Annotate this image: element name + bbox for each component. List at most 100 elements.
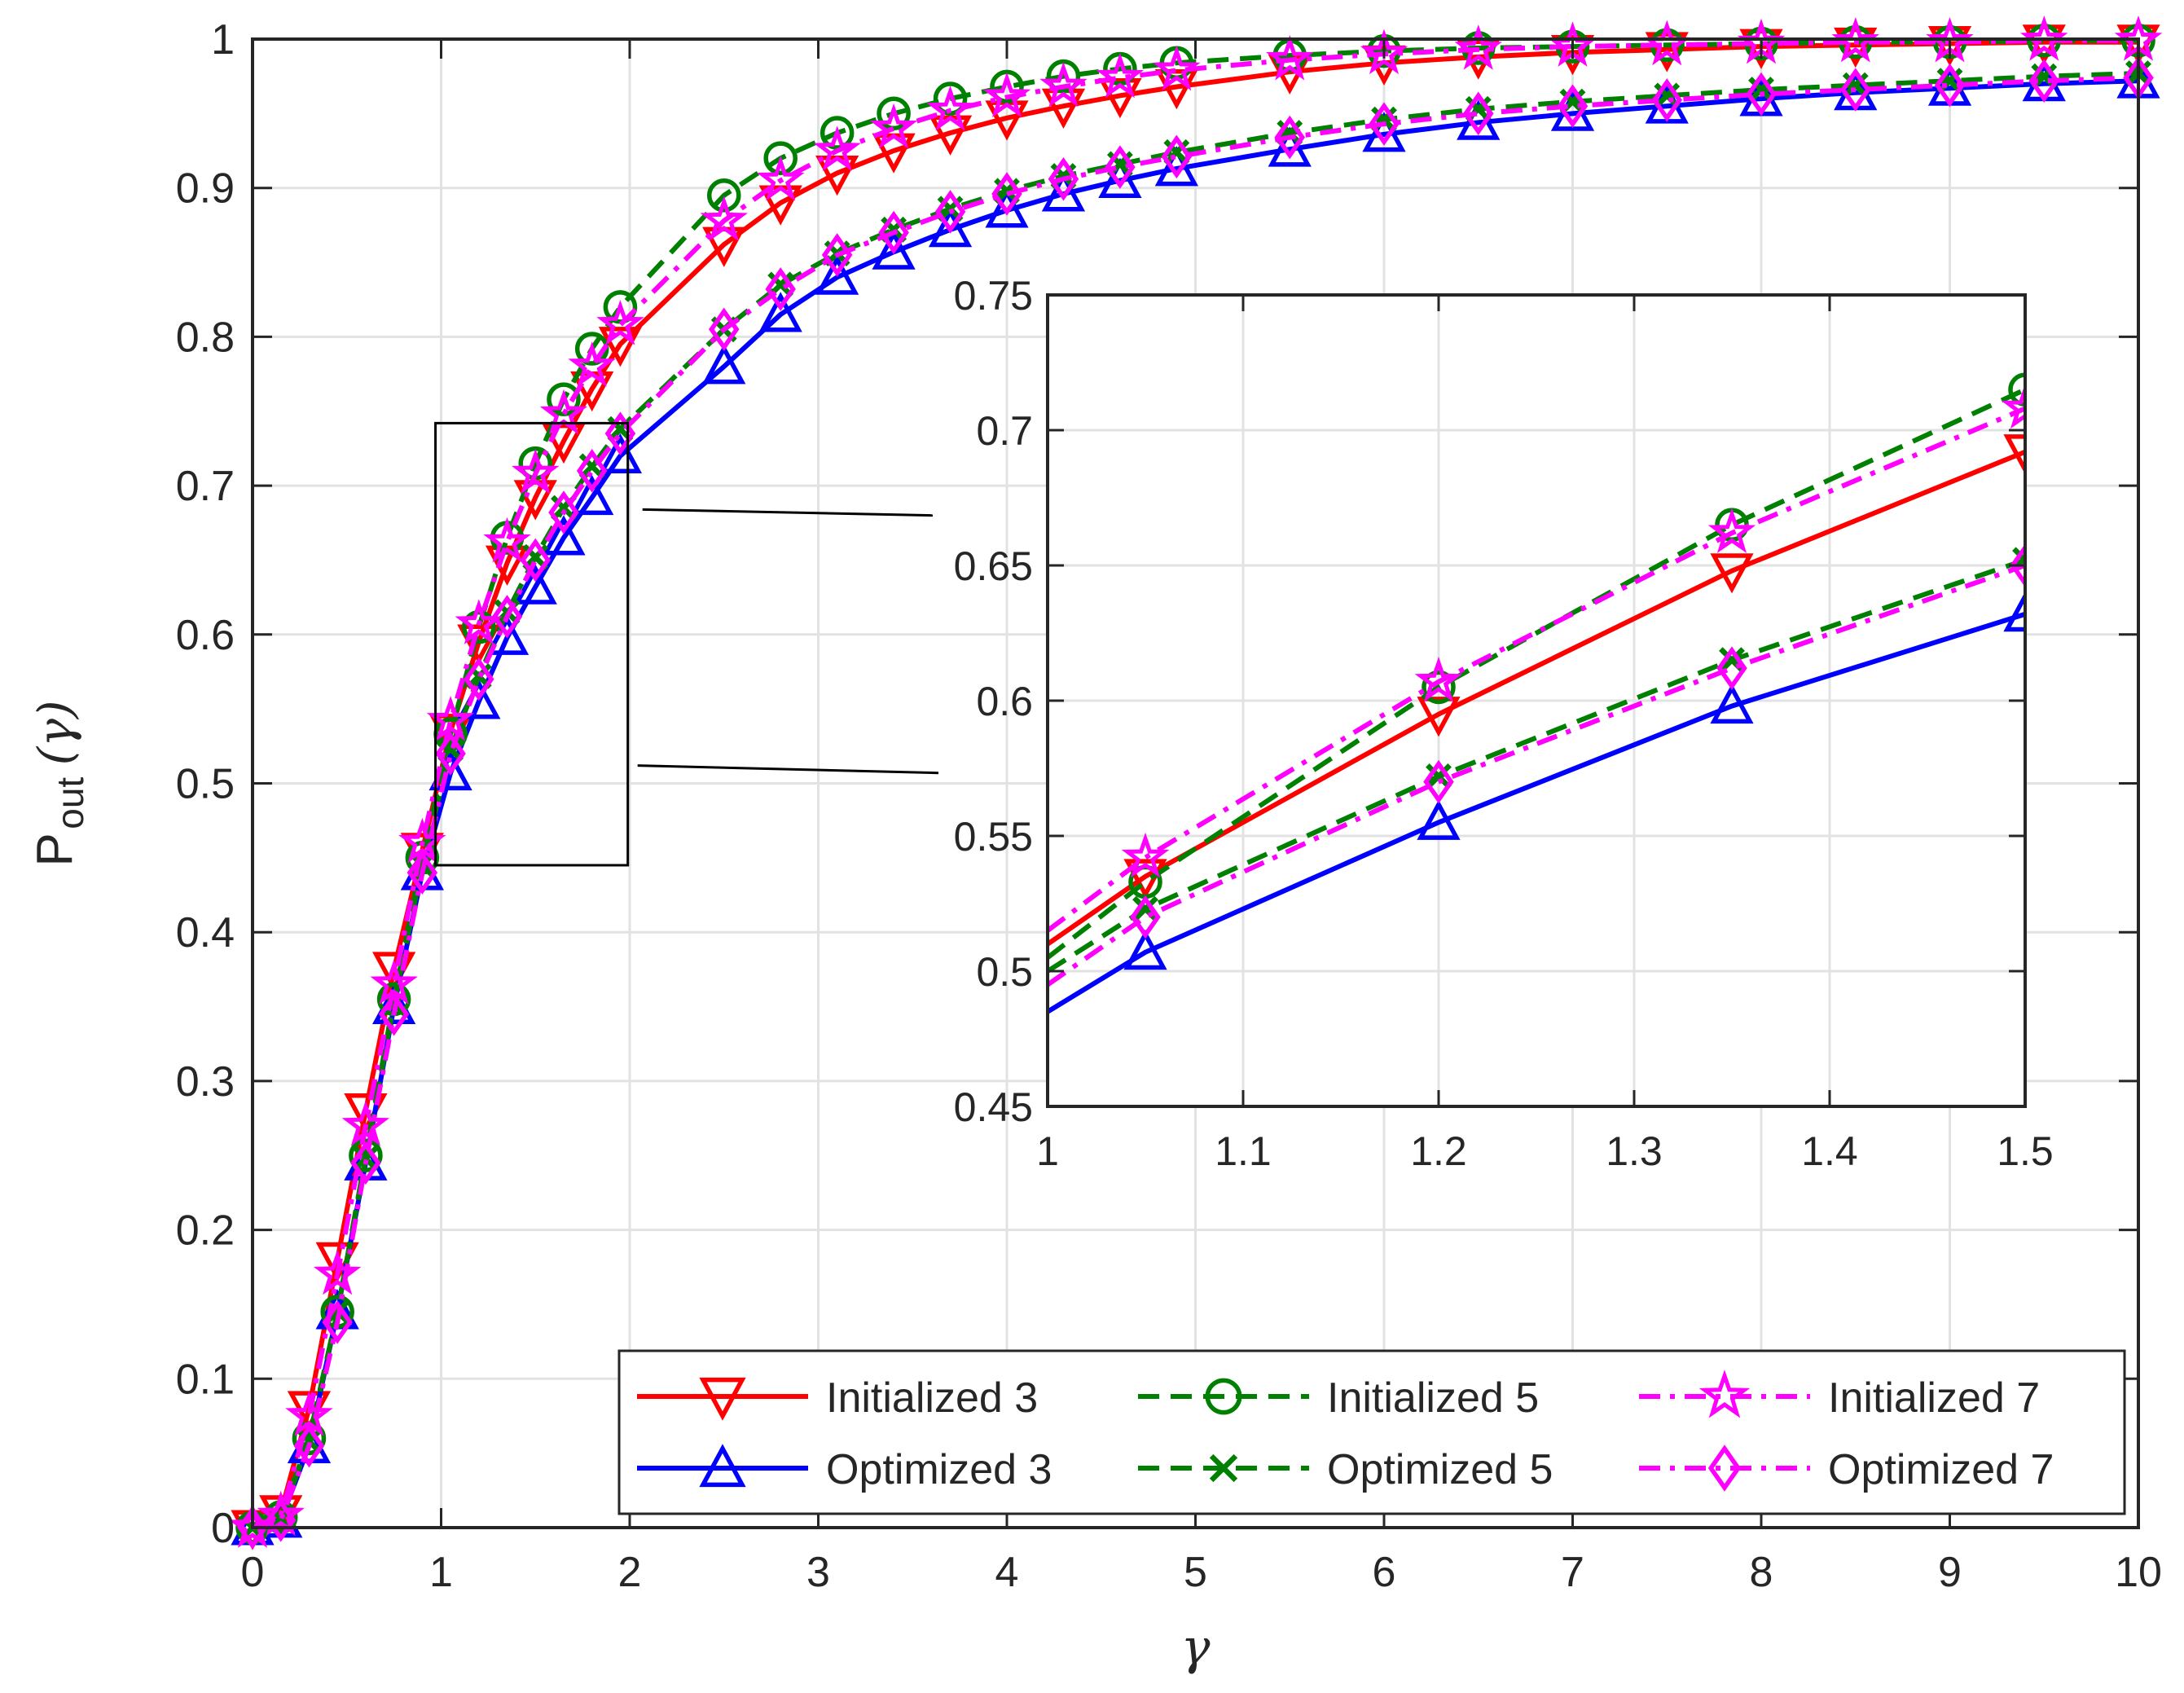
inset-data-point-optimized-7 — [1423, 759, 1454, 804]
legend-label-initialized-7: Initialized 7 — [1828, 1374, 2040, 1422]
y-tick-label: 1 — [211, 16, 235, 64]
x-tick-label: 1 — [429, 1549, 453, 1596]
data-point-optimized-3 — [985, 187, 1029, 228]
data-point-optimized-3 — [485, 614, 530, 655]
data-point-optimized-7 — [1557, 84, 1589, 129]
data-point-initialized-7 — [1454, 24, 1502, 70]
inset-data-point-optimized-7 — [2010, 543, 2025, 587]
x-tick-label: 9 — [1938, 1549, 1962, 1596]
data-point-optimized-7 — [322, 1300, 353, 1344]
data-point-optimized-7 — [991, 172, 1022, 216]
inset-y-tick-label: 0.75 — [954, 273, 1033, 319]
data-point-initialized-3 — [1154, 69, 1198, 110]
data-point-optimized-7 — [1651, 78, 1683, 122]
data-point-initialized-7 — [539, 389, 588, 435]
data-point-optimized-5 — [2031, 63, 2058, 90]
inset-data-point-initialized-7 — [1707, 508, 1756, 553]
data-point-optimized-7 — [464, 657, 494, 701]
inset-x-tick-label: 1.4 — [1801, 1128, 1858, 1174]
series-line-optimized-7 — [252, 75, 2139, 1530]
inset-data-point-initialized-7 — [1121, 832, 1170, 878]
data-point-optimized-7 — [293, 1423, 325, 1468]
inset-y-tick-label: 0.45 — [954, 1084, 1033, 1130]
inset-series-initialized-7 — [1048, 383, 2025, 933]
data-point-optimized-3 — [513, 564, 557, 605]
inset-data-point-initialized-3 — [1417, 697, 1461, 737]
data-point-optimized-7 — [878, 210, 909, 255]
inset-y-tick-label: 0.55 — [954, 814, 1033, 860]
inset-data-point-initialized-5 — [1422, 670, 1456, 705]
data-point-initialized-7 — [1153, 45, 1201, 91]
data-point-optimized-3 — [1362, 112, 1406, 152]
data-point-optimized-7 — [1274, 115, 1306, 160]
zoom-region-box — [434, 421, 939, 867]
data-point-optimized-5 — [352, 1145, 379, 1172]
data-point-initialized-7 — [1266, 34, 1314, 81]
data-point-initialized-7 — [1096, 52, 1145, 99]
inset-data-point-optimized-3 — [2003, 591, 2025, 632]
data-point-optimized-5 — [1748, 77, 1774, 103]
data-point-initialized-7 — [1039, 61, 1088, 108]
data-point-initialized-5 — [547, 382, 581, 416]
inset-data-point-optimized-3 — [1123, 929, 1167, 970]
data-point-optimized-7 — [435, 732, 466, 776]
data-point-optimized-7 — [265, 1498, 297, 1542]
data-point-initialized-7 — [313, 1249, 362, 1295]
data-point-optimized-7 — [406, 851, 438, 895]
legend-marker-optimized-7 — [1707, 1445, 1742, 1492]
data-point-initialized-7 — [700, 196, 748, 241]
legend-label-optimized-5: Optimized 5 — [1327, 1446, 1553, 1493]
data-point-initialized-7 — [455, 599, 503, 644]
data-point-initialized-3 — [457, 624, 501, 665]
data-point-optimized-5 — [1654, 82, 1681, 109]
inset-y-tick-label: 0.6 — [976, 679, 1033, 724]
zoom-region-rect — [434, 421, 630, 867]
data-point-initialized-5 — [990, 69, 1024, 104]
legend-item-initialized-7: Initialized 7 — [1639, 1370, 2040, 1422]
inset-x-tick-label: 1.2 — [1410, 1128, 1467, 1174]
data-point-optimized-7 — [1462, 91, 1494, 136]
series-line-initialized-3 — [251, 39, 2138, 1530]
data-point-optimized-3 — [1098, 157, 1142, 199]
data-point-initialized-5 — [933, 81, 968, 116]
inset-data-point-optimized-7 — [1130, 895, 1161, 939]
y-tick-label: 0.7 — [176, 463, 235, 510]
legend-box — [617, 1349, 2126, 1515]
inset-x-tick-label: 1 — [1036, 1128, 1059, 1174]
x-tick-label: 8 — [1750, 1549, 1773, 1596]
data-point-initialized-7 — [2020, 15, 2068, 61]
data-point-optimized-7 — [1369, 102, 1400, 146]
data-point-optimized-7 — [934, 190, 966, 234]
data-point-optimized-7 — [350, 1141, 381, 1185]
x-tick-label: 0 — [241, 1549, 265, 1596]
data-point-initialized-5 — [1046, 59, 1081, 94]
inset-x-tick-label: 1.1 — [1215, 1128, 1272, 1174]
legend-item-initialized-5: Initialized 5 — [1138, 1374, 1539, 1422]
data-point-initialized-7 — [756, 155, 805, 201]
data-point-initialized-7 — [869, 103, 918, 149]
zoom-connector-line — [642, 508, 934, 517]
y-axis-label: P out (γ) — [27, 700, 91, 866]
inset-series-optimized-7 — [1048, 543, 2025, 987]
y-tick-label: 0.5 — [176, 761, 235, 808]
inset-data-point-initialized-7 — [1414, 657, 1463, 702]
y-axis-label-arg: (γ) — [28, 700, 83, 765]
data-point-initialized-3 — [542, 423, 586, 464]
legend-item-optimized-7: Optimized 7 — [1639, 1445, 2054, 1493]
inset-data-point-optimized-5 — [1426, 763, 1452, 789]
data-point-optimized-7 — [1048, 156, 1079, 201]
inset-y-tick-label: 0.5 — [976, 949, 1033, 995]
legend-marker-initialized-3 — [699, 1377, 746, 1421]
inset-data-point-optimized-3 — [1417, 799, 1461, 840]
legend: Initialized 3 Initialized 5 Initialized 7 O… — [617, 1349, 2126, 1515]
y-axis-label-main: P — [27, 833, 83, 866]
data-point-optimized-5 — [1842, 72, 1869, 99]
series-initialized-7 — [228, 15, 2163, 1548]
data-point-optimized-3 — [702, 344, 746, 385]
inset-data-point-optimized-3 — [1710, 683, 1754, 724]
y-tick-label: 0 — [211, 1505, 235, 1552]
data-point-optimized-7 — [2028, 59, 2060, 103]
data-point-initialized-3 — [1098, 77, 1142, 119]
data-point-optimized-7 — [576, 449, 608, 493]
